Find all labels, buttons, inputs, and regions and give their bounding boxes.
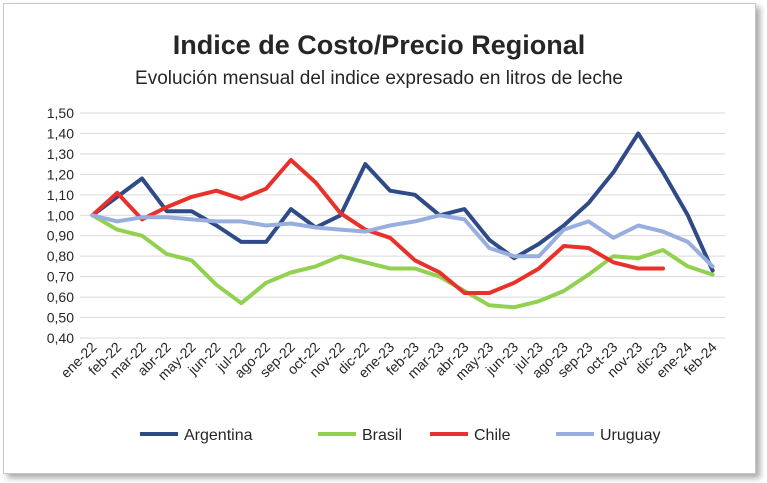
y-tick-label: 1,00 bbox=[47, 207, 74, 223]
line-chart: Indice de Costo/Precio Regional Evolució… bbox=[47, 30, 725, 444]
y-tick-label: 0,40 bbox=[47, 330, 74, 346]
y-axis-tick-labels: 0,40 0,50 0,60 0,70 0,80 0,90 1,00 1,10 1,20 1,30… bbox=[47, 105, 74, 346]
series-line-brasil bbox=[90, 213, 715, 310]
series-line-chile bbox=[90, 158, 665, 295]
series-lines bbox=[90, 131, 715, 310]
legend-label-argentina: Argentina bbox=[184, 427, 253, 444]
chart-frame: Indice de Costo/Precio Regional Evolució… bbox=[3, 3, 756, 474]
legend-label-chile: Chile bbox=[474, 427, 511, 444]
series-line-uruguay bbox=[90, 213, 715, 269]
series-line-argentina bbox=[90, 131, 715, 273]
y-tick-label: 0,90 bbox=[47, 228, 74, 244]
legend-label-uruguay: Uruguay bbox=[600, 427, 660, 444]
grid-lines bbox=[80, 112, 725, 339]
y-tick-label: 1,20 bbox=[47, 166, 74, 182]
chart-subtitle: Evolución mensual del indice expresado e… bbox=[135, 68, 623, 89]
y-tick-label: 1,10 bbox=[47, 187, 74, 203]
y-tick-label: 0,50 bbox=[47, 310, 74, 326]
chart-title: Indice de Costo/Precio Regional bbox=[173, 30, 586, 60]
y-tick-label: 1,30 bbox=[47, 146, 74, 162]
y-tick-label: 1,50 bbox=[47, 105, 74, 121]
legend-label-brasil: Brasil bbox=[362, 427, 402, 444]
y-tick-label: 1,40 bbox=[47, 125, 74, 141]
y-tick-label: 0,80 bbox=[47, 248, 74, 264]
y-tick-label: 0,60 bbox=[47, 289, 74, 305]
x-axis-tick-labels: ene-22feb-22mar-22abr-22may-22jun-22jul-… bbox=[57, 339, 719, 383]
legend: Argentina Brasil Chile Uruguay bbox=[140, 427, 660, 444]
y-tick-label: 0,70 bbox=[47, 269, 74, 285]
